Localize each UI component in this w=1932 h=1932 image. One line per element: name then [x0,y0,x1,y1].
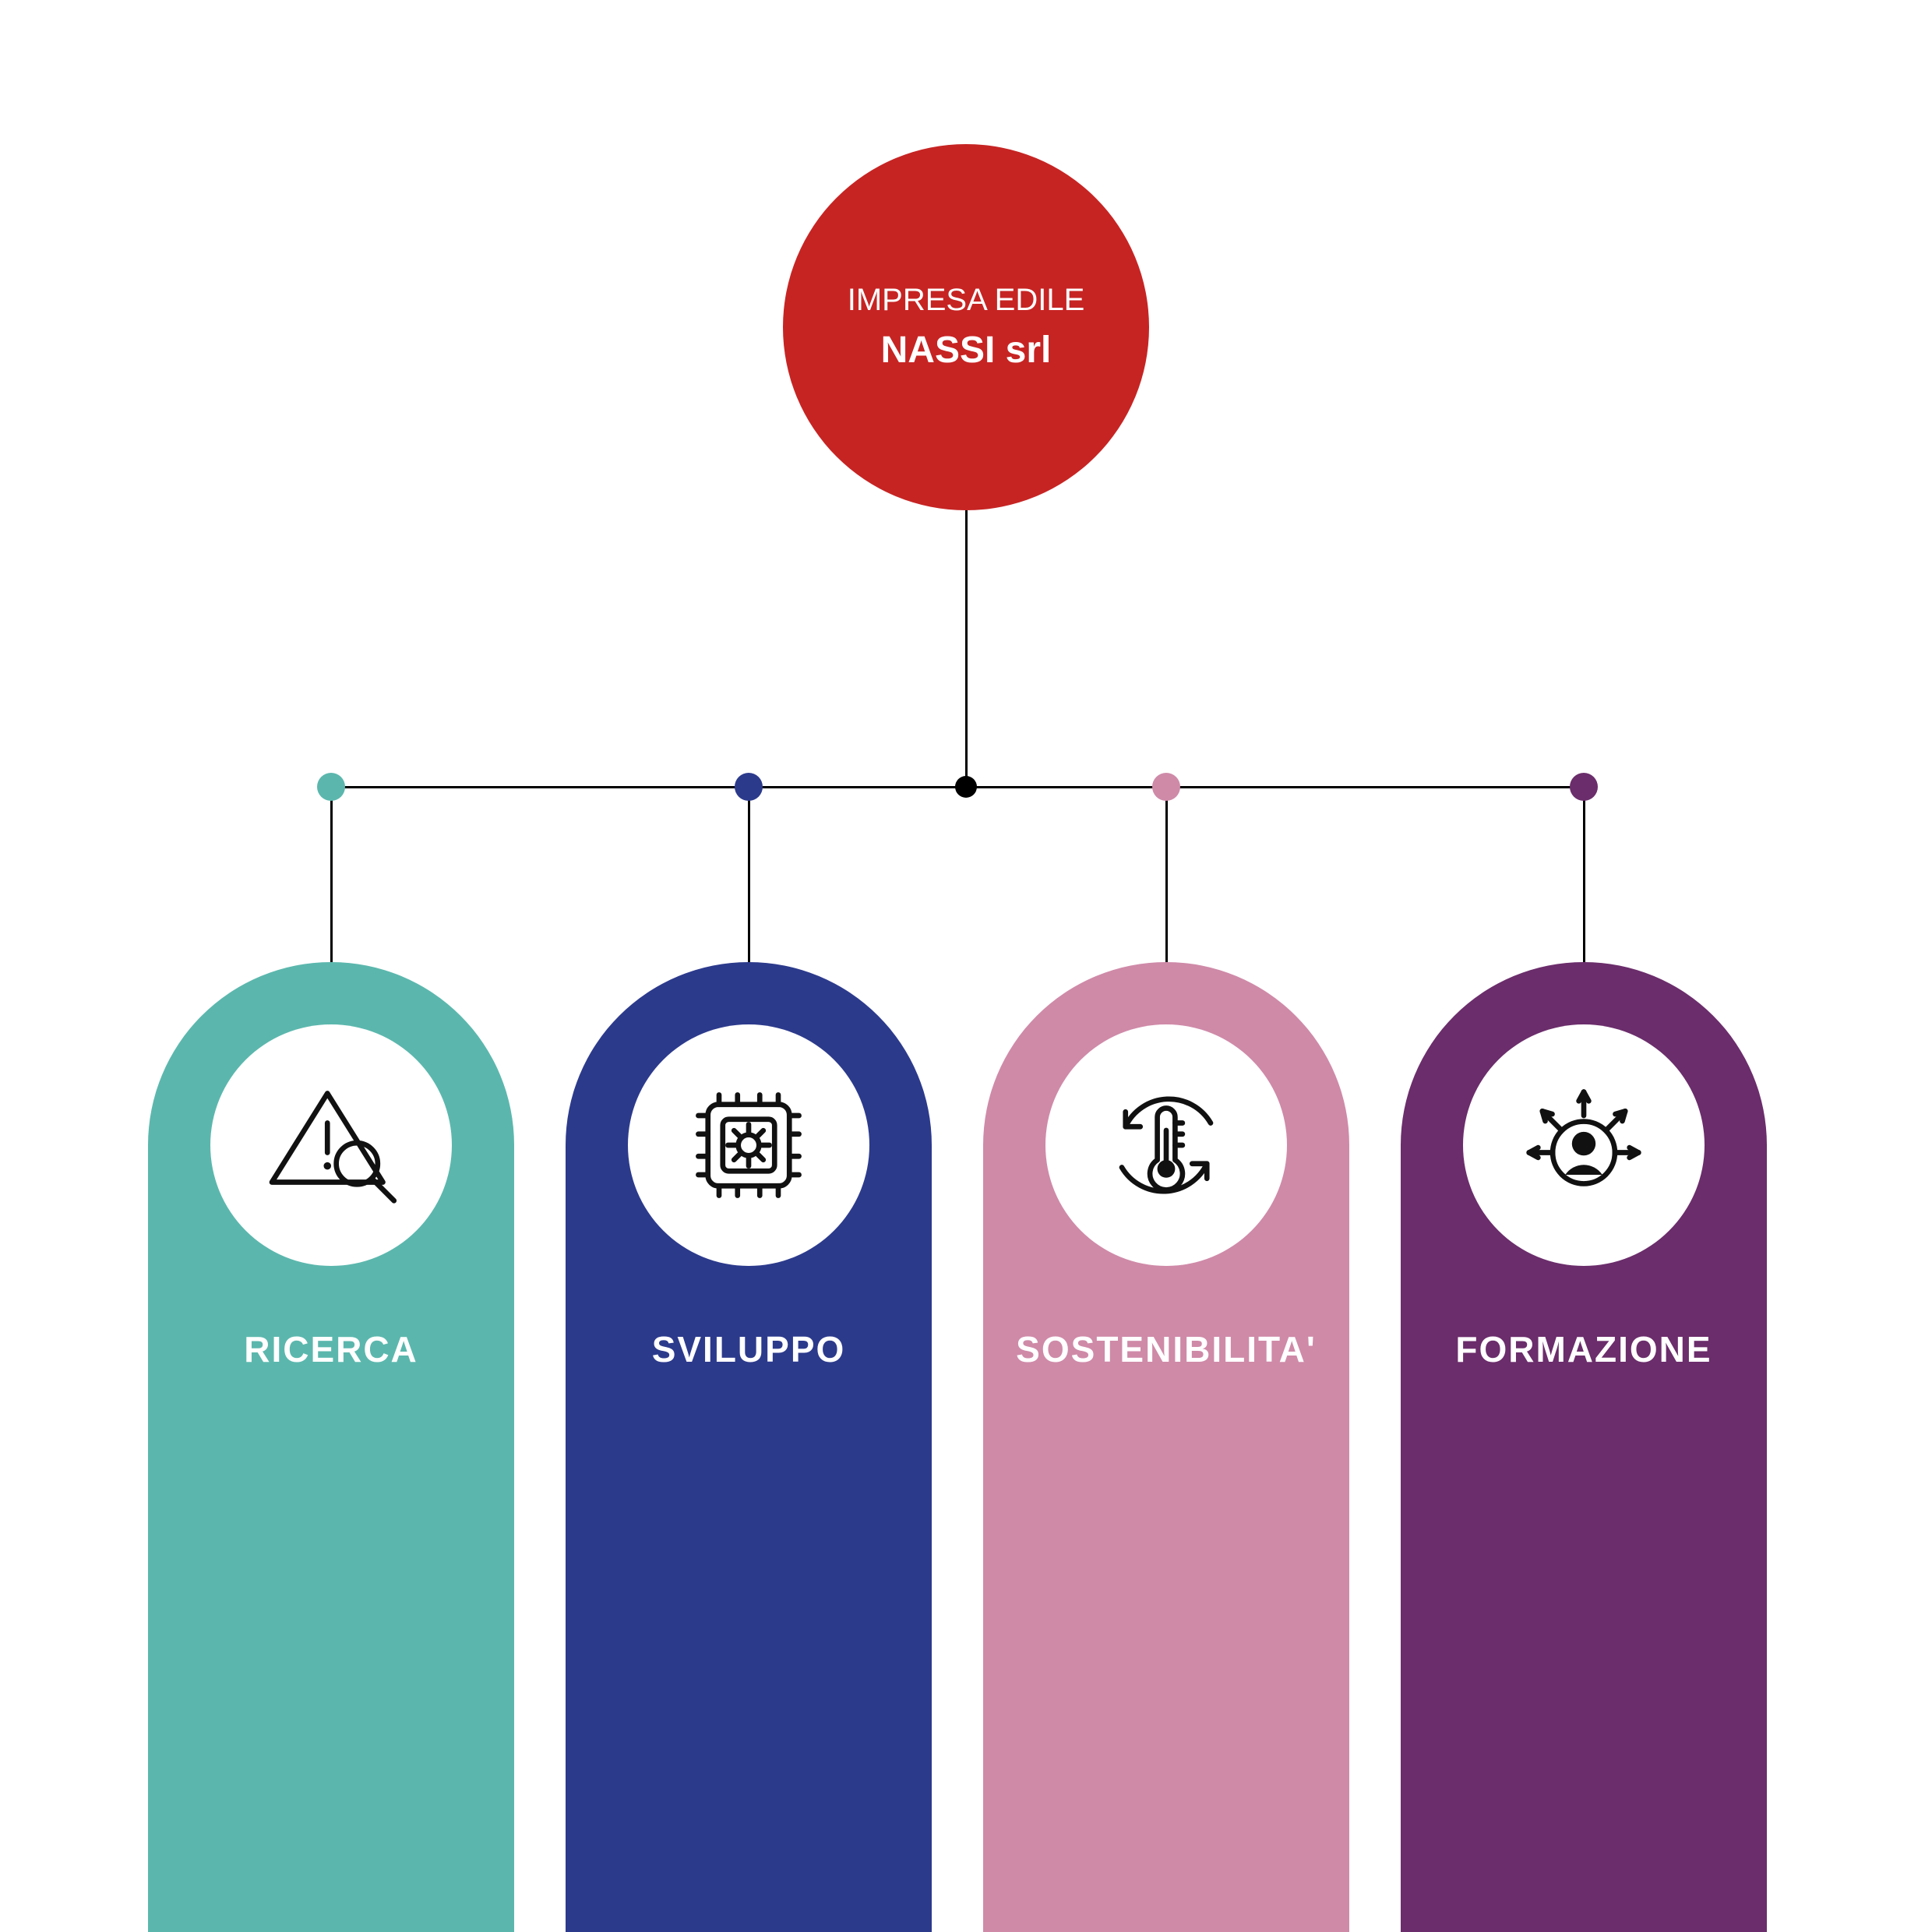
connector-branch-dot [1570,773,1598,801]
pillar-label: RICERCA [148,1328,514,1370]
pillar-icon-badge [210,1024,452,1266]
pillar-label: FORMAZIONE [1401,1328,1767,1370]
pillar: RICERCA [148,962,514,1932]
connector-branch [1165,787,1168,962]
connector-branch-dot [1152,773,1180,801]
pillar-icon-badge [1463,1024,1705,1266]
pillar-label: SOSTENIBILITA' [983,1328,1349,1370]
person-arrows-icon [1510,1071,1658,1219]
pillar-label: SVILUPPO [566,1328,932,1370]
connector-hub-dot [955,776,977,798]
center-title-line2: NASSI srl [881,329,1052,372]
pillar-icon-badge [1045,1024,1287,1266]
connector-branch [330,787,333,962]
pillar: FORMAZIONE [1401,962,1767,1932]
center-title-line1: IMPRESA EDILE [848,283,1085,318]
connector-branch-dot [735,773,763,801]
pillar: SOSTENIBILITA' [983,962,1349,1932]
connector-branch-dot [317,773,345,801]
pillar: SVILUPPO [566,962,932,1932]
connector-branch [748,787,750,962]
connector-trunk [965,510,968,787]
search-warning-icon [257,1071,405,1219]
pillar-icon-badge [628,1024,869,1266]
center-circle: IMPRESA EDILE NASSI srl [783,144,1149,510]
chip-gear-icon [675,1071,823,1219]
thermometer-cycle-icon [1092,1071,1240,1219]
connector-branch [1583,787,1585,962]
infographic-canvas: IMPRESA EDILE NASSI srl RICERCA SVILUPPO SOS… [0,0,1932,1932]
